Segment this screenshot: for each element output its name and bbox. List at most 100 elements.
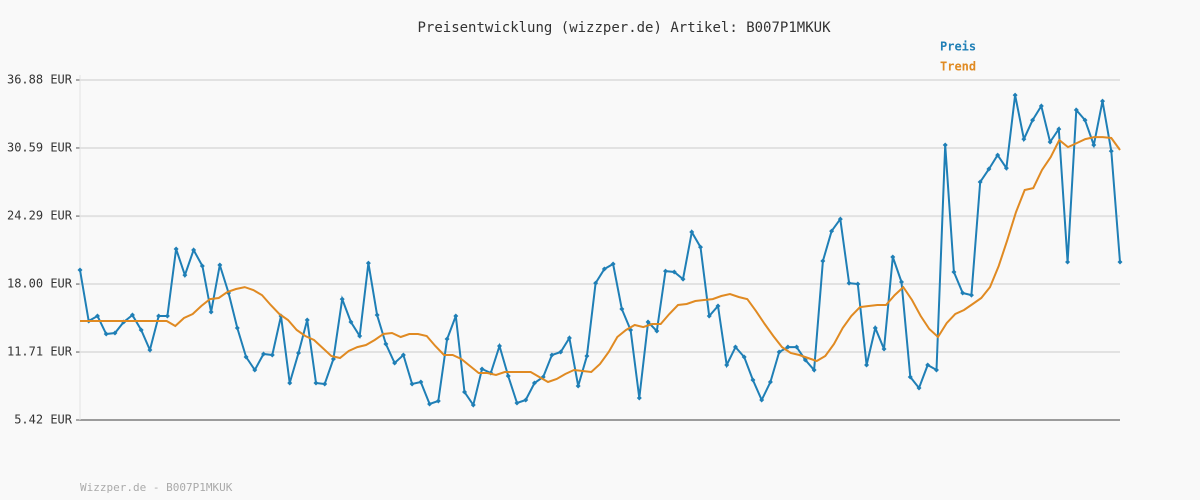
point: [654, 328, 660, 334]
point: [698, 244, 704, 250]
point: [156, 313, 162, 319]
point: [1082, 117, 1088, 123]
point: [846, 280, 852, 286]
point: [890, 254, 896, 260]
point: [671, 269, 677, 275]
point: [829, 228, 835, 234]
point: [837, 216, 843, 222]
point: [269, 352, 275, 358]
y-tick-label: 18.00 EUR: [7, 277, 73, 291]
point: [794, 344, 800, 350]
point: [392, 360, 398, 366]
point: [357, 333, 363, 339]
point: [951, 269, 957, 275]
point: [94, 313, 100, 319]
point: [514, 400, 520, 406]
point: [960, 290, 966, 296]
point: [1117, 259, 1123, 265]
point: [1030, 117, 1036, 123]
point: [182, 272, 188, 278]
chart-title: Preisentwicklung (wizzper.de) Artikel: B…: [417, 20, 831, 36]
point: [234, 325, 240, 331]
point: [191, 247, 197, 253]
point: [418, 379, 424, 385]
point: [400, 352, 406, 358]
point: [549, 352, 555, 358]
point: [217, 262, 223, 268]
point: [968, 292, 974, 298]
point: [523, 397, 529, 403]
point: [313, 380, 319, 386]
point: [820, 258, 826, 264]
point: [409, 381, 415, 387]
point: [899, 279, 905, 285]
point: [199, 263, 205, 269]
point: [680, 276, 686, 282]
series-line: [80, 136, 1121, 384]
series-line: [79, 94, 1121, 408]
point: [715, 303, 721, 309]
point: [1021, 136, 1027, 142]
point: [164, 313, 170, 319]
point: [505, 373, 511, 379]
y-tick-label: 5.42 EUR: [14, 413, 73, 427]
point: [531, 380, 537, 386]
point: [706, 313, 712, 319]
y-tick-label: 11.71 EUR: [7, 345, 73, 359]
point: [470, 402, 476, 408]
point: [811, 367, 817, 373]
point: [785, 344, 791, 350]
point: [1047, 139, 1053, 145]
point: [103, 331, 109, 337]
point: [1003, 165, 1009, 171]
point: [1091, 142, 1097, 148]
point: [479, 366, 485, 372]
point: [724, 362, 730, 368]
point: [261, 351, 267, 357]
point: [435, 398, 441, 404]
point: [173, 246, 179, 252]
point: [767, 379, 773, 385]
point: [112, 330, 118, 336]
point: [802, 357, 808, 363]
point: [252, 367, 258, 373]
point: [584, 353, 590, 359]
point: [374, 312, 380, 318]
point: [77, 267, 83, 273]
point: [462, 389, 468, 395]
point: [295, 350, 301, 356]
point: [444, 336, 450, 342]
point: [645, 319, 651, 325]
point: [1038, 103, 1044, 109]
point: [942, 142, 948, 148]
y-tick-label: 24.29 EUR: [7, 209, 73, 223]
point: [864, 362, 870, 368]
legend-label: Preis: [940, 40, 976, 54]
point: [322, 381, 328, 387]
point: [916, 385, 922, 391]
point: [933, 367, 939, 373]
point: [287, 380, 293, 386]
point: [776, 349, 782, 355]
y-tick-label: 36.88 EUR: [7, 73, 73, 87]
point: [383, 341, 389, 347]
point: [872, 325, 878, 331]
point: [566, 335, 572, 341]
footer: Wizzper.de - B007P1MKUK: [80, 481, 233, 494]
point: [925, 362, 931, 368]
point: [1012, 92, 1018, 98]
point: [496, 343, 502, 349]
point: [1073, 107, 1079, 113]
point: [1108, 148, 1114, 154]
point: [129, 312, 135, 318]
point: [427, 401, 433, 407]
point: [1065, 259, 1071, 265]
point: [138, 327, 144, 333]
point: [365, 260, 371, 266]
point: [995, 152, 1001, 158]
point: [881, 346, 887, 352]
point: [453, 313, 459, 319]
point: [750, 377, 756, 383]
point: [1056, 126, 1062, 132]
